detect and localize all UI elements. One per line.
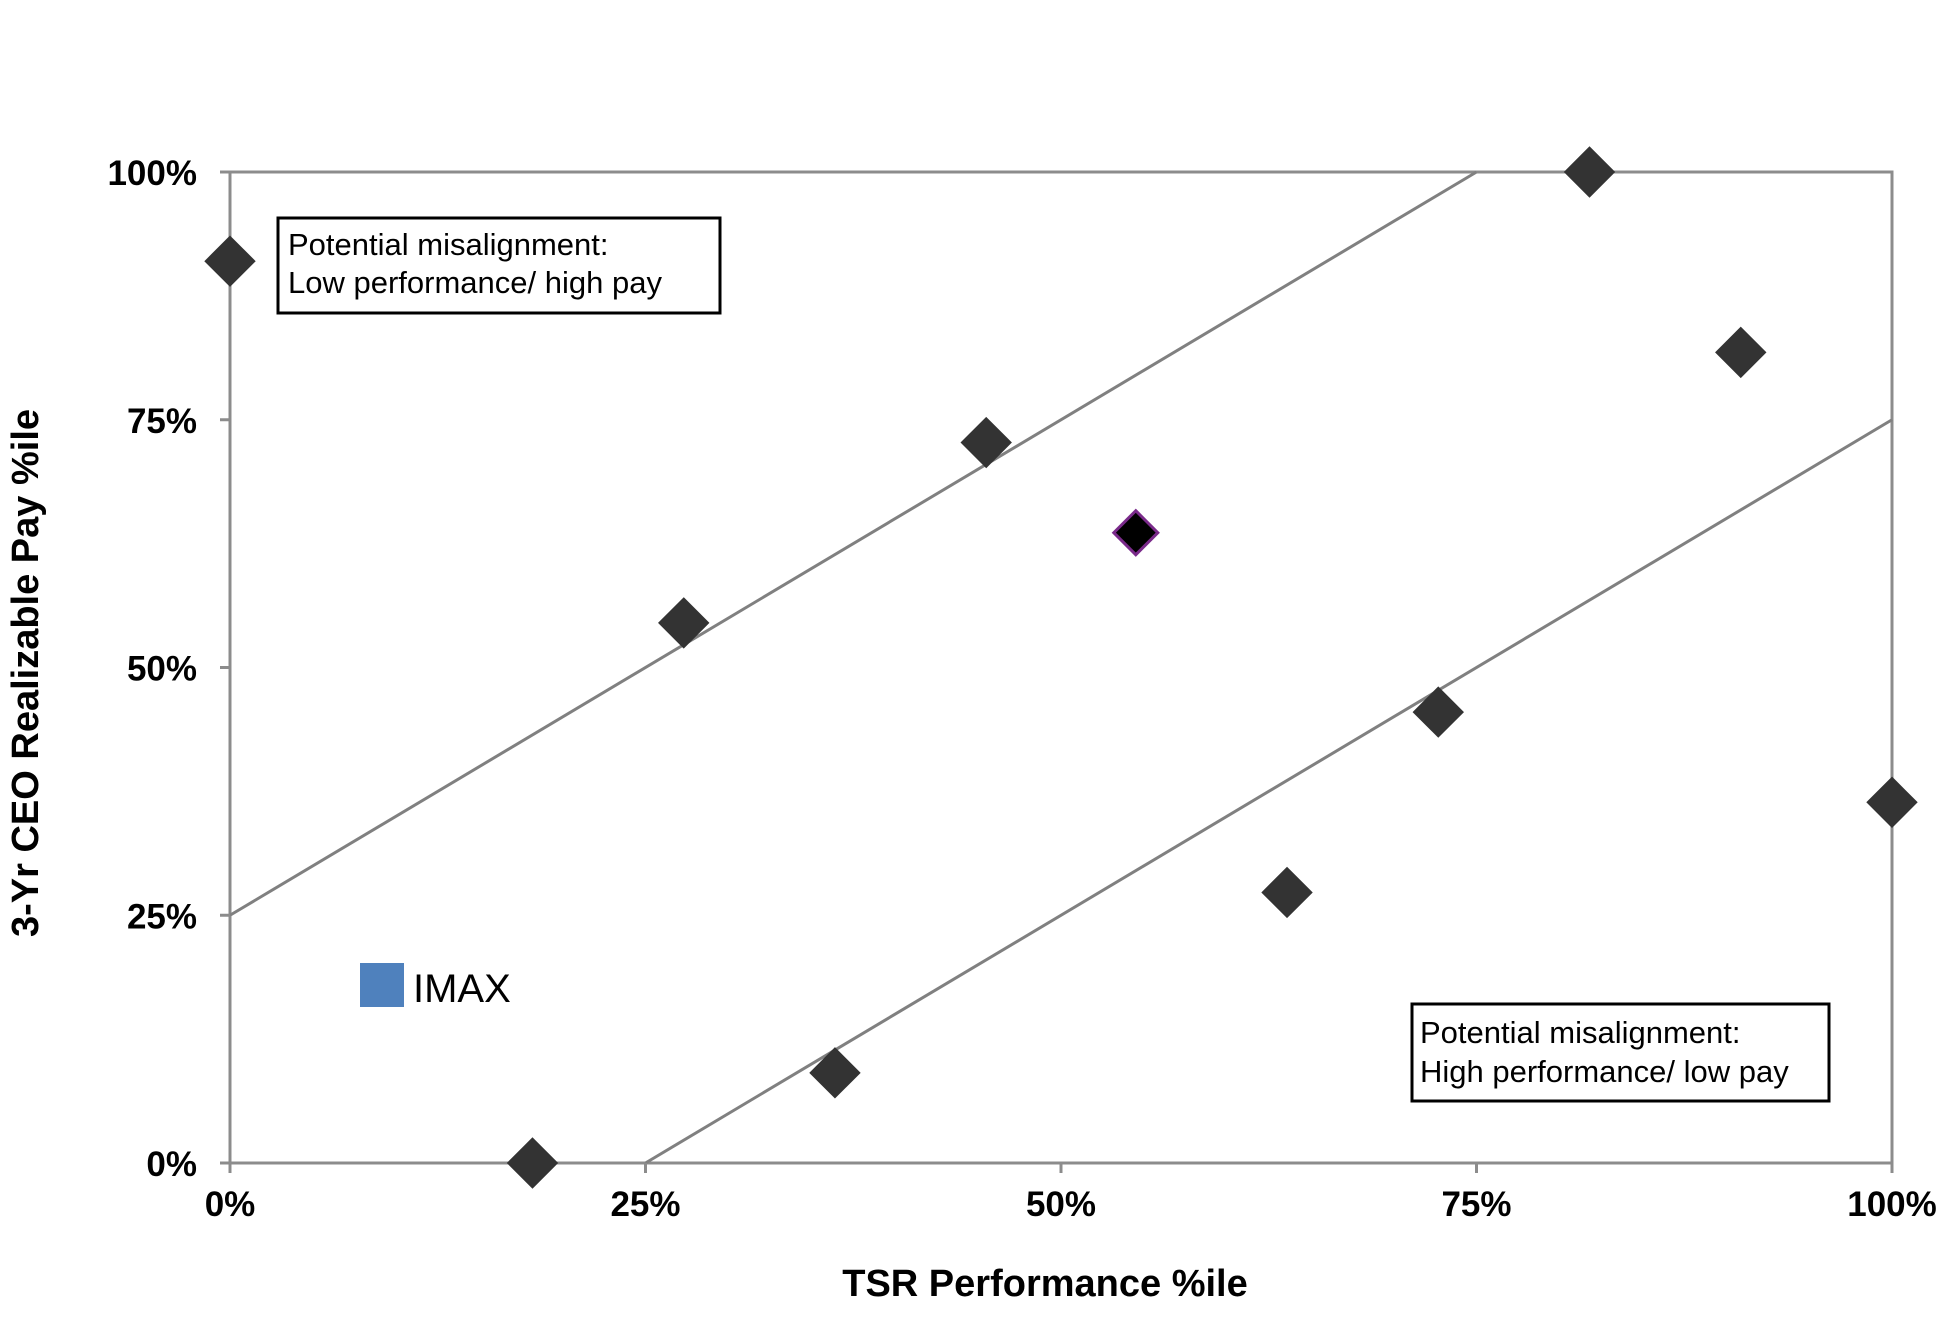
y-tick-label: 50%: [127, 650, 197, 689]
y-tick-label: 75%: [127, 402, 197, 441]
x-tick-label: 25%: [610, 1185, 680, 1224]
annotation-line: Potential misalignment:: [1420, 1015, 1741, 1050]
peer-point: [1563, 146, 1616, 198]
reference-lines: [229, 170, 1893, 1165]
peer-point: [1261, 866, 1313, 919]
peer-point: [204, 235, 256, 287]
axis-tick-labels: 0% 25% 50% 75% 100% 0% 25% 50% 75% 100%: [107, 154, 1936, 1224]
y-tick-label: 0%: [146, 1145, 197, 1184]
legend-swatch: [360, 963, 404, 1007]
y-axis-title: 3-Yr CEO Realizable Pay %ile: [5, 409, 47, 937]
peer-point: [658, 597, 710, 649]
x-tick-label: 100%: [1847, 1185, 1937, 1224]
peer-point: [1412, 686, 1464, 738]
annotation-line: Low performance/ high pay: [288, 265, 662, 300]
x-tick-label: 75%: [1441, 1185, 1511, 1224]
y-tick-label: 100%: [107, 154, 197, 193]
peer-point: [1866, 776, 1918, 828]
x-axis-title: TSR Performance %ile: [842, 1263, 1247, 1305]
data-points: [204, 146, 1918, 1189]
peer-point: [506, 1137, 559, 1189]
reference-line-upper-band: [229, 170, 1478, 917]
peer-point: [960, 416, 1012, 469]
reference-line-lower-band: [644, 418, 1893, 1165]
peer-point: [809, 1047, 861, 1099]
annotation-line: High performance/ low pay: [1420, 1054, 1789, 1089]
legend-label: IMAX: [413, 967, 511, 1011]
axis-ticks: [220, 170, 1894, 1173]
annotation-upper-left: Potential misalignment: Low performance/…: [276, 216, 722, 315]
x-tick-label: 0%: [205, 1185, 256, 1224]
y-tick-label: 25%: [127, 897, 197, 936]
x-tick-label: 50%: [1026, 1185, 1096, 1224]
annotation-box: [276, 216, 722, 315]
legend: IMAX: [360, 963, 511, 1011]
imax-point: [1111, 508, 1160, 557]
annotation-box: [1410, 1002, 1831, 1103]
annotation-line: Potential misalignment:: [288, 227, 609, 262]
annotation-lower-right: Potential misalignment: High performance…: [1410, 1002, 1831, 1103]
peer-point: [1715, 326, 1767, 379]
